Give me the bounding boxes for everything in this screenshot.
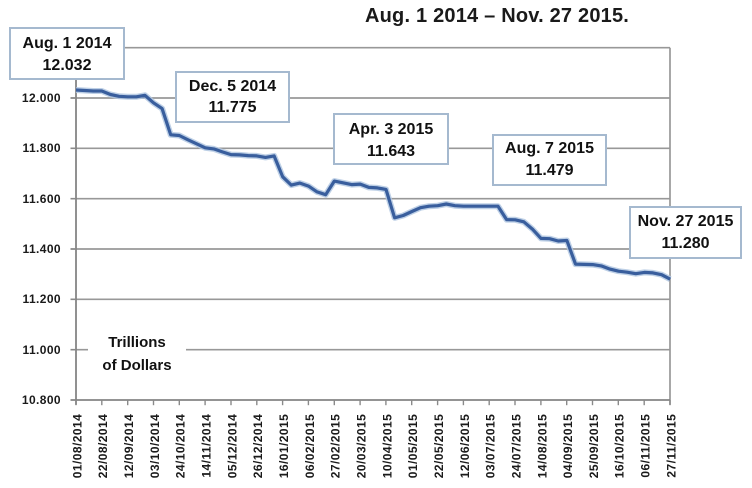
svg-text:24/10/2014: 24/10/2014 — [174, 414, 188, 479]
svg-text:03/10/2014: 03/10/2014 — [148, 414, 162, 479]
svg-text:16/10/2015: 16/10/2015 — [613, 414, 627, 479]
svg-text:03/07/2015: 03/07/2015 — [484, 414, 498, 479]
svg-text:27/02/2015: 27/02/2015 — [329, 414, 343, 479]
svg-text:01/08/2014: 01/08/2014 — [70, 414, 84, 479]
svg-text:06/02/2015: 06/02/2015 — [303, 414, 317, 479]
svg-text:20/03/2015: 20/03/2015 — [355, 414, 369, 479]
svg-text:12/09/2014: 12/09/2014 — [122, 414, 136, 479]
svg-text:14/08/2015: 14/08/2015 — [535, 414, 549, 479]
svg-text:27/11/2015: 27/11/2015 — [664, 414, 678, 478]
svg-text:12/06/2015: 12/06/2015 — [458, 414, 472, 479]
svg-text:06/11/2015: 06/11/2015 — [639, 414, 653, 478]
svg-text:05/12/2014: 05/12/2014 — [225, 414, 239, 479]
svg-text:26/12/2014: 26/12/2014 — [251, 414, 265, 479]
svg-text:04/09/2015: 04/09/2015 — [561, 414, 575, 479]
svg-text:25/09/2015: 25/09/2015 — [587, 414, 601, 479]
svg-text:14/11/2014: 14/11/2014 — [200, 414, 214, 478]
svg-text:24/07/2015: 24/07/2015 — [509, 414, 523, 479]
svg-text:22/05/2015: 22/05/2015 — [432, 414, 446, 479]
svg-text:16/01/2015: 16/01/2015 — [277, 414, 291, 479]
svg-text:10/04/2015: 10/04/2015 — [380, 414, 394, 479]
svg-text:22/08/2014: 22/08/2014 — [96, 414, 110, 479]
svg-text:01/05/2015: 01/05/2015 — [406, 414, 420, 479]
